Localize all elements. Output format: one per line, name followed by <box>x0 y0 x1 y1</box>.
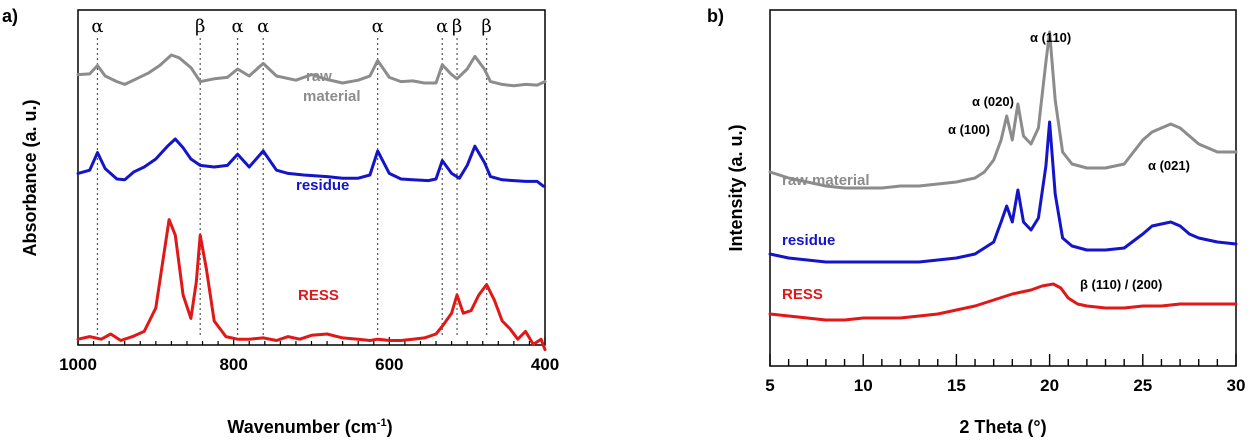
panel-b-residue-label: residue <box>782 232 835 249</box>
panel-a-x-tick-labels: 1000 800 600 400 <box>59 355 559 374</box>
panel-b-peak-alpha-021: α (021) <box>1148 158 1190 173</box>
panel-a-peak-symbol: α <box>257 16 269 37</box>
panel-b-x-ticks <box>769 354 1237 366</box>
panel-b-series-ress <box>768 282 1238 322</box>
panel-a-peak-symbol: α <box>231 16 243 37</box>
panel-a-peak-symbol: β <box>481 16 491 37</box>
panel-a-raw-label-line1: raw <box>306 68 332 85</box>
panel-a-residue-label: residue <box>296 177 349 194</box>
panel-b-ress-label: RESS <box>782 286 823 303</box>
panel-a-peak-symbol: α <box>91 16 103 37</box>
panel-b-tick-label: 30 <box>1227 376 1246 395</box>
panel-a-tick-label: 1000 <box>59 355 97 374</box>
panel-a-peak-symbol: β <box>452 16 462 37</box>
panel-a-raw-label-line2: material <box>303 88 361 105</box>
panel-a-series-residue <box>76 137 545 188</box>
panel-b-raw-label: raw material <box>782 172 870 189</box>
panel-b-label: b) <box>707 6 724 26</box>
panel-a-xlabel: Wavenumber (cm-1) <box>227 417 392 437</box>
panel-a-tick-label: 600 <box>375 355 403 374</box>
panel-b-peak-alpha-020: α (020) <box>972 94 1014 109</box>
panel-a-ress-label: RESS <box>298 287 339 304</box>
panel-b-series-residue <box>768 120 1238 264</box>
panel-a-guides <box>96 38 488 338</box>
panel-a-tick-label: 800 <box>219 355 247 374</box>
panel-b-tick-label: 25 <box>1133 376 1152 395</box>
panel-b-tick-label: 5 <box>765 376 774 395</box>
panel-b-tick-label: 15 <box>947 376 966 395</box>
panel-a-series-ress <box>76 218 547 352</box>
panel-b-ylabel: Intensity (a. u.) <box>726 124 746 251</box>
panel-a-ylabel: Absorbance (a. u.) <box>20 99 40 256</box>
panel-a-x-ticks <box>77 337 546 345</box>
panel-a-peak-symbol: β <box>195 16 205 37</box>
panel-a-peak-symbol: α <box>436 16 448 37</box>
panel-a-label: a) <box>2 6 18 26</box>
panel-b-x-tick-labels: 5 10 15 20 25 30 <box>765 376 1245 395</box>
panel-b-plot-frame <box>769 9 1237 367</box>
panel-b-series <box>768 30 1238 322</box>
panel-b-peak-alpha-100: α (100) <box>948 122 990 137</box>
panel-b-xlabel: 2 Theta (°) <box>959 417 1046 437</box>
panel-b: b) Intensity (a. u.) 5 10 15 20 25 30 α (110)… <box>707 6 1245 437</box>
panel-b-peak-beta-110-200: β (110) / (200) <box>1080 277 1162 292</box>
panel-a-series-raw-material <box>76 53 547 88</box>
panel-a-tick-label: 400 <box>531 355 559 374</box>
panel-b-tick-label: 10 <box>854 376 873 395</box>
panel-b-tick-label: 20 <box>1040 376 1059 395</box>
panel-a-series <box>76 53 547 352</box>
panel-b-peak-alpha-110: α (110) <box>1030 30 1071 45</box>
panel-b-series-raw-material <box>768 30 1238 190</box>
panel-a-peak-symbol: α <box>372 16 384 37</box>
